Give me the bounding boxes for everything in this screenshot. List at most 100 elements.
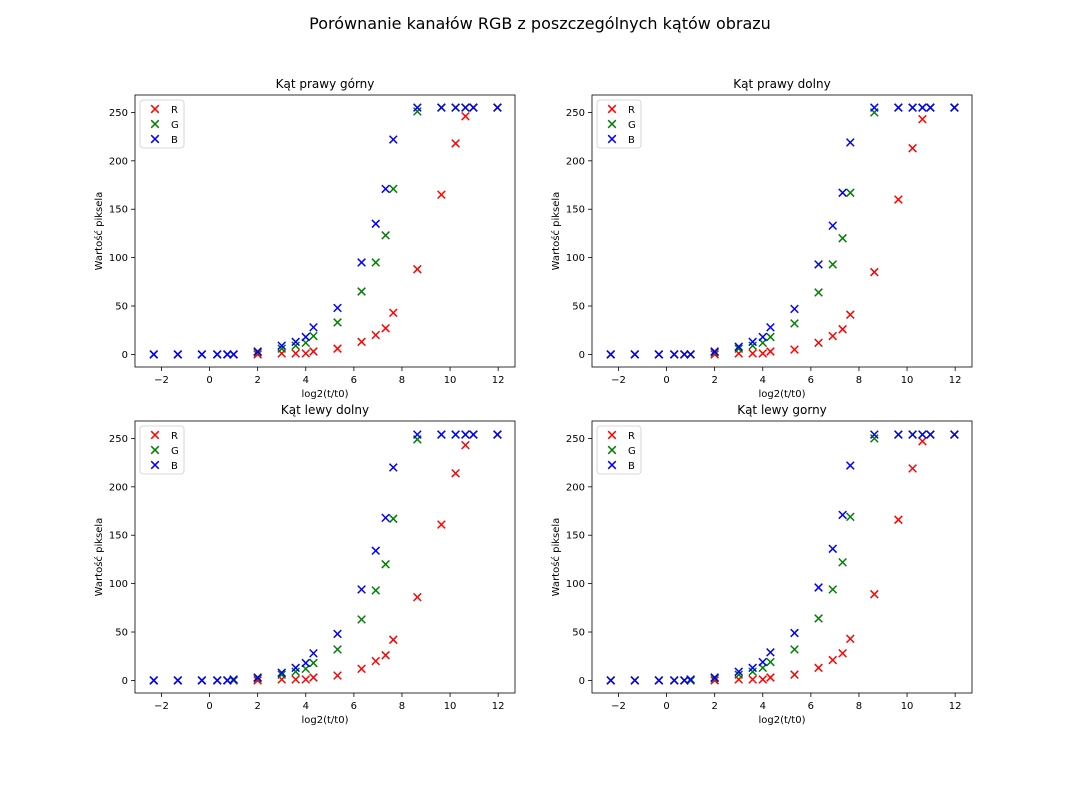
x-tick-label: 6 <box>808 701 814 712</box>
data-point-B <box>197 350 207 359</box>
subplot-3: Kąt lewy dolny −2 0 2 4 6 8 10 12 0 50 100 150 200 250… <box>93 403 516 726</box>
legend-label-R: R <box>171 431 178 442</box>
data-point-B <box>437 103 446 112</box>
data-point-G <box>333 645 342 654</box>
data-point-B <box>908 103 917 112</box>
data-point-G <box>277 344 287 353</box>
data-point-R <box>814 663 823 673</box>
data-point-R <box>908 143 917 153</box>
y-tick-label: 150 <box>566 205 585 216</box>
data-point-B <box>766 648 775 657</box>
data-point-G <box>814 614 823 623</box>
x-tick-label: 6 <box>808 375 814 386</box>
data-point-B <box>908 430 917 439</box>
data-point-B <box>918 103 927 112</box>
data-point-B <box>870 430 879 439</box>
legend-label-B: B <box>171 461 178 472</box>
data-point-G <box>790 645 799 654</box>
data-point-B <box>309 322 318 332</box>
data-point-B <box>223 350 232 359</box>
data-point-R <box>845 634 855 644</box>
data-point-G <box>388 514 398 524</box>
data-point-B <box>669 676 679 685</box>
y-tick-label: 200 <box>566 482 585 493</box>
data-point-R <box>908 464 917 473</box>
data-point-G <box>357 287 366 296</box>
y-tick-label: 150 <box>109 531 128 542</box>
data-point-G <box>838 557 847 567</box>
data-point-B <box>828 221 838 231</box>
y-axis-label: Wartość piksela <box>550 518 562 597</box>
series-G <box>149 103 502 359</box>
data-point-R <box>381 323 390 333</box>
data-point-G <box>828 585 838 594</box>
x-tick-label: 8 <box>399 375 405 386</box>
series-B <box>149 430 502 685</box>
data-point-B <box>630 676 640 685</box>
series-B <box>606 103 959 359</box>
data-point-B <box>371 219 381 229</box>
data-point-R <box>309 347 318 356</box>
x-axis-label: log2(t/t0) <box>759 715 806 726</box>
plot-frame <box>134 94 516 368</box>
data-point-B <box>149 676 159 685</box>
data-point-R <box>838 324 847 334</box>
data-point-B <box>686 675 695 684</box>
series-R <box>149 103 502 359</box>
data-point-R <box>451 139 460 148</box>
data-point-B <box>253 673 262 682</box>
x-tick-label: 6 <box>351 375 357 386</box>
legend: RGB <box>139 425 185 475</box>
legend-label-B: B <box>628 135 635 146</box>
data-point-G <box>309 331 318 341</box>
x-tick-label: 0 <box>663 701 669 712</box>
legend-marker-G <box>150 119 160 129</box>
data-point-B <box>437 430 446 439</box>
data-point-B <box>381 184 390 194</box>
data-point-B <box>766 322 775 332</box>
data-point-R <box>437 190 446 200</box>
y-tick-label: 100 <box>109 579 128 590</box>
data-point-R <box>371 656 381 666</box>
y-tick-label: 200 <box>109 156 128 167</box>
x-tick-label: −2 <box>611 375 626 386</box>
data-point-G <box>845 512 855 522</box>
series-G <box>149 430 502 685</box>
data-point-R <box>309 673 318 682</box>
legend-marker-B <box>607 134 617 144</box>
x-axis-label: log2(t/t0) <box>759 389 806 400</box>
data-point-R <box>790 345 799 354</box>
x-tick-label: 10 <box>444 701 457 712</box>
data-point-B <box>291 337 300 347</box>
x-tick-label: 12 <box>949 701 962 712</box>
x-tick-label: 2 <box>711 701 717 712</box>
data-point-B <box>950 430 959 439</box>
data-point-R <box>413 264 422 274</box>
data-point-R <box>291 675 300 684</box>
y-tick-label: 200 <box>109 482 128 493</box>
data-point-G <box>291 341 300 351</box>
y-tick-label: 50 <box>115 628 128 639</box>
x-tick-label: 4 <box>760 701 766 712</box>
data-point-B <box>926 103 935 112</box>
y-axis-label: Wartość piksela <box>93 518 105 597</box>
data-point-B <box>229 675 238 684</box>
data-point-R <box>461 111 470 121</box>
subplot-title: Kąt lewy gorny <box>737 403 827 417</box>
data-point-R <box>918 436 927 446</box>
x-axis-label: log2(t/t0) <box>302 715 349 726</box>
data-point-B <box>277 668 287 678</box>
y-tick-label: 250 <box>566 108 585 119</box>
series-G <box>606 430 959 685</box>
data-point-B <box>413 103 422 112</box>
x-tick-label: 8 <box>856 375 862 386</box>
data-point-B <box>845 138 855 147</box>
data-point-G <box>790 319 799 328</box>
data-point-B <box>838 510 847 520</box>
x-tick-label: −2 <box>154 701 169 712</box>
data-point-G <box>388 184 398 194</box>
data-point-G <box>371 258 381 267</box>
y-tick-label: 200 <box>566 156 585 167</box>
x-tick-label: 10 <box>444 375 457 386</box>
data-point-R <box>710 350 719 359</box>
